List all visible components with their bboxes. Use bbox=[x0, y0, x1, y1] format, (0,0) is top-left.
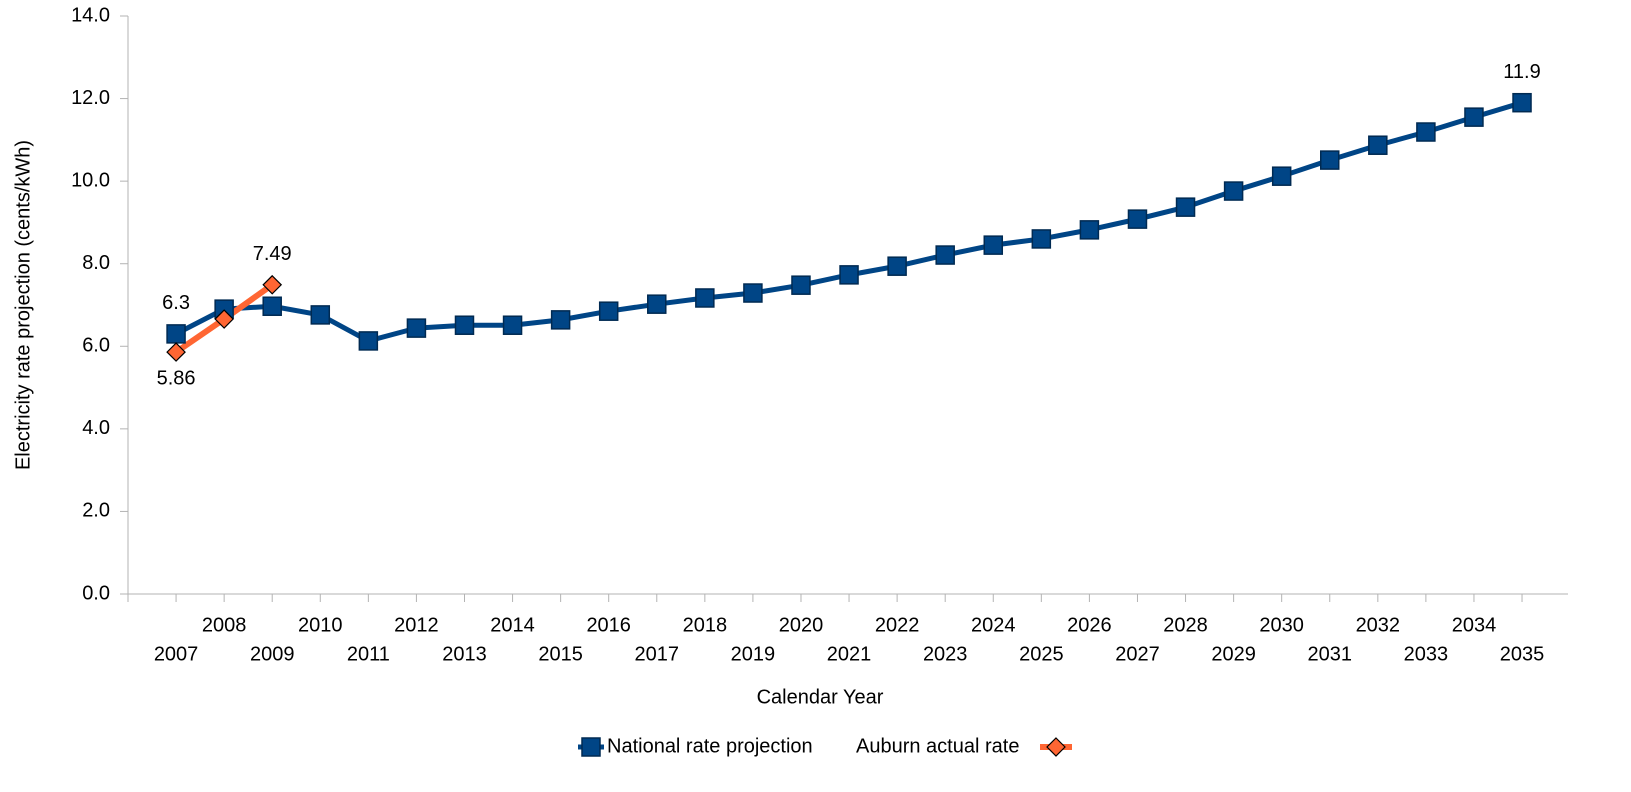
data-point bbox=[695, 288, 715, 308]
x-tick-label: 2012 bbox=[394, 614, 439, 636]
data-point bbox=[502, 315, 523, 335]
data-point bbox=[166, 324, 186, 344]
data-point bbox=[1223, 181, 1244, 201]
data-point bbox=[1079, 220, 1100, 240]
x-tick-label: 2014 bbox=[490, 614, 535, 636]
data-point bbox=[1031, 229, 1052, 249]
x-tick-label: 2008 bbox=[202, 614, 247, 636]
legend-marker bbox=[1046, 737, 1066, 757]
y-axis-title: Electricity rate projection (cents/kWh) bbox=[12, 140, 34, 470]
x-tick-label: 2024 bbox=[971, 614, 1016, 636]
data-label: 11.9 bbox=[1503, 61, 1540, 83]
data-point bbox=[1320, 150, 1340, 170]
data-point bbox=[550, 310, 571, 330]
data-point bbox=[1464, 107, 1484, 127]
x-tick-label: 2026 bbox=[1067, 614, 1112, 636]
y-tick-label: 8.0 bbox=[82, 252, 110, 274]
x-tick-label: 2016 bbox=[586, 614, 631, 636]
data-point bbox=[1368, 135, 1388, 155]
data-point bbox=[1271, 166, 1292, 186]
data-point bbox=[647, 294, 667, 314]
data-point bbox=[310, 305, 331, 325]
data-point bbox=[1127, 209, 1148, 229]
legend-label: National rate projection bbox=[607, 735, 813, 757]
x-tick-label: 2035 bbox=[1500, 643, 1545, 665]
x-tick-label: 2010 bbox=[298, 614, 343, 636]
x-tick-label: 2028 bbox=[1163, 614, 1208, 636]
data-point bbox=[358, 331, 379, 351]
x-tick-label: 2009 bbox=[250, 643, 295, 665]
data-point bbox=[1175, 197, 1196, 217]
data-point bbox=[406, 318, 427, 338]
x-tick-label: 2022 bbox=[875, 614, 920, 636]
x-tick-label: 2020 bbox=[779, 614, 824, 636]
x-tick-label: 2029 bbox=[1211, 643, 1256, 665]
y-tick-label: 4.0 bbox=[82, 417, 110, 439]
y-tick-label: 0.0 bbox=[82, 582, 110, 604]
data-point bbox=[935, 245, 955, 265]
x-tick-label: 2031 bbox=[1308, 643, 1353, 665]
x-tick-label: 2027 bbox=[1115, 643, 1160, 665]
x-tick-label: 2032 bbox=[1356, 614, 1401, 636]
y-tick-label: 6.0 bbox=[82, 335, 110, 357]
x-axis-title: Calendar Year bbox=[757, 686, 884, 708]
y-tick-label: 2.0 bbox=[82, 500, 110, 522]
y-tick-label: 12.0 bbox=[71, 87, 110, 109]
legend-label: Auburn actual rate bbox=[856, 735, 1019, 757]
y-tick-label: 14.0 bbox=[71, 4, 110, 26]
x-tick-label: 2017 bbox=[635, 643, 680, 665]
data-point bbox=[839, 265, 859, 285]
data-point bbox=[214, 309, 234, 329]
data-point bbox=[743, 283, 763, 303]
data-point bbox=[887, 256, 907, 276]
x-tick-label: 2023 bbox=[923, 643, 968, 665]
data-point bbox=[1512, 92, 1532, 113]
x-tick-label: 2011 bbox=[347, 643, 390, 665]
x-tick-label: 2019 bbox=[731, 643, 776, 665]
data-label: 5.86 bbox=[157, 367, 196, 389]
data-label: 6.3 bbox=[162, 292, 190, 314]
x-tick-label: 2025 bbox=[1019, 643, 1064, 665]
x-tick-label: 2018 bbox=[683, 614, 728, 636]
data-point bbox=[791, 275, 811, 295]
data-point bbox=[262, 296, 282, 316]
y-tick-label: 10.0 bbox=[71, 169, 110, 191]
legend-marker bbox=[581, 737, 601, 757]
x-tick-label: 2021 bbox=[827, 643, 872, 665]
data-label: 7.49 bbox=[253, 243, 292, 265]
x-tick-label: 2033 bbox=[1404, 643, 1449, 665]
x-tick-label: 2030 bbox=[1259, 614, 1304, 636]
x-tick-label: 2015 bbox=[538, 643, 583, 665]
series-line bbox=[174, 100, 1523, 344]
x-tick-label: 2034 bbox=[1452, 614, 1497, 636]
data-point bbox=[1416, 122, 1436, 142]
data-point bbox=[983, 235, 1004, 255]
x-tick-label: 2007 bbox=[154, 643, 199, 665]
data-point bbox=[598, 301, 619, 321]
x-tick-label: 2013 bbox=[442, 643, 487, 665]
data-point bbox=[454, 315, 475, 335]
data-point bbox=[262, 274, 283, 295]
data-point bbox=[166, 342, 186, 362]
